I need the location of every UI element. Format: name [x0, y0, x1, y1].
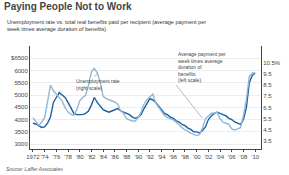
svg-text:5.5: 5.5 [263, 116, 272, 122]
svg-text:9.5: 9.5 [263, 71, 272, 77]
svg-text:'04: '04 [216, 154, 224, 160]
svg-text:'02: '02 [204, 154, 212, 160]
svg-text:5000: 5000 [14, 92, 28, 98]
svg-text:Unemployment rate(right scale): Unemployment rate(right scale) [76, 78, 120, 91]
svg-text:3.5: 3.5 [263, 138, 272, 144]
svg-text:5500: 5500 [14, 80, 28, 86]
svg-text:'88: '88 [123, 154, 131, 160]
svg-text:'92: '92 [146, 154, 154, 160]
svg-text:3000: 3000 [14, 141, 28, 147]
svg-text:4000: 4000 [14, 117, 28, 123]
svg-text:'76: '76 [52, 154, 60, 160]
svg-text:'06: '06 [228, 154, 236, 160]
svg-text:Paying People Not to Work: Paying People Not to Work [4, 1, 132, 12]
svg-text:'00: '00 [193, 154, 201, 160]
svg-text:8.5: 8.5 [263, 82, 272, 88]
svg-text:3500: 3500 [14, 129, 28, 135]
svg-text:'94: '94 [158, 154, 166, 160]
svg-text:6.5: 6.5 [263, 105, 272, 111]
svg-text:'84: '84 [99, 154, 107, 160]
svg-text:1972: 1972 [26, 154, 40, 160]
svg-text:'78: '78 [64, 154, 72, 160]
svg-text:'90: '90 [134, 154, 142, 160]
svg-text:'98: '98 [181, 154, 189, 160]
svg-text:6000: 6000 [14, 68, 28, 74]
svg-text:'96: '96 [169, 154, 177, 160]
svg-text:'80: '80 [76, 154, 84, 160]
svg-text:Source: Laffer Associates: Source: Laffer Associates [6, 166, 63, 172]
svg-text:4500: 4500 [14, 104, 28, 110]
svg-text:10.5%: 10.5% [263, 60, 281, 66]
svg-text:'82: '82 [87, 154, 95, 160]
svg-text:'08: '08 [240, 154, 248, 160]
svg-text:$6500: $6500 [11, 55, 28, 61]
svg-text:7.5: 7.5 [263, 93, 272, 99]
svg-text:'10: '10 [251, 154, 259, 160]
svg-text:Unemployment rate vs. total re: Unemployment rate vs. total real benefit… [6, 19, 206, 32]
svg-text:4.5: 4.5 [263, 127, 272, 133]
svg-text:'86: '86 [111, 154, 119, 160]
svg-text:Average payment perweek times: Average payment perweek times averagedur… [178, 51, 226, 83]
svg-text:'74: '74 [41, 154, 49, 160]
